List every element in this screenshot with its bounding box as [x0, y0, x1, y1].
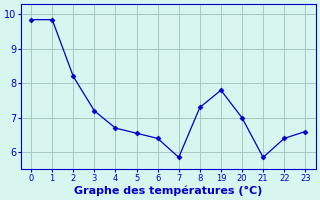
X-axis label: Graphe des températures (°C): Graphe des températures (°C)	[74, 185, 262, 196]
